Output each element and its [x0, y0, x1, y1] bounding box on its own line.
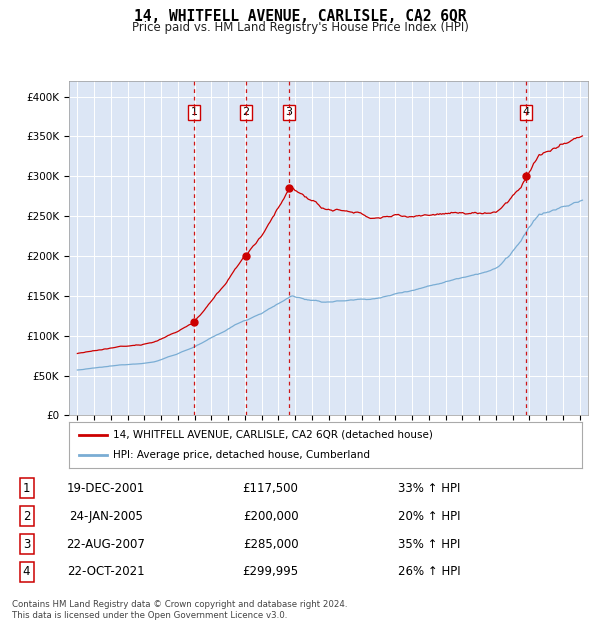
Text: £200,000: £200,000	[243, 510, 298, 523]
Text: 35% ↑ HPI: 35% ↑ HPI	[398, 538, 461, 551]
Text: 22-OCT-2021: 22-OCT-2021	[67, 565, 145, 578]
Text: 4: 4	[523, 107, 530, 117]
Text: 19-DEC-2001: 19-DEC-2001	[67, 482, 145, 495]
Text: This data is licensed under the Open Government Licence v3.0.: This data is licensed under the Open Gov…	[12, 611, 287, 620]
Text: 26% ↑ HPI: 26% ↑ HPI	[398, 565, 461, 578]
Text: 1: 1	[190, 107, 197, 117]
Text: 2: 2	[242, 107, 250, 117]
Text: 22-AUG-2007: 22-AUG-2007	[67, 538, 145, 551]
Text: 3: 3	[286, 107, 292, 117]
Text: 3: 3	[23, 538, 30, 551]
Text: Price paid vs. HM Land Registry's House Price Index (HPI): Price paid vs. HM Land Registry's House …	[131, 21, 469, 34]
Text: 33% ↑ HPI: 33% ↑ HPI	[398, 482, 461, 495]
Text: £299,995: £299,995	[242, 565, 299, 578]
Text: 4: 4	[23, 565, 31, 578]
Text: Contains HM Land Registry data © Crown copyright and database right 2024.: Contains HM Land Registry data © Crown c…	[12, 600, 347, 609]
Text: 24-JAN-2005: 24-JAN-2005	[69, 510, 143, 523]
Text: £285,000: £285,000	[243, 538, 298, 551]
Text: 20% ↑ HPI: 20% ↑ HPI	[398, 510, 461, 523]
Text: 14, WHITFELL AVENUE, CARLISLE, CA2 6QR: 14, WHITFELL AVENUE, CARLISLE, CA2 6QR	[134, 9, 466, 24]
Text: 2: 2	[23, 510, 31, 523]
Text: £117,500: £117,500	[242, 482, 299, 495]
Text: HPI: Average price, detached house, Cumberland: HPI: Average price, detached house, Cumb…	[113, 450, 370, 460]
Text: 14, WHITFELL AVENUE, CARLISLE, CA2 6QR (detached house): 14, WHITFELL AVENUE, CARLISLE, CA2 6QR (…	[113, 430, 433, 440]
Text: 1: 1	[23, 482, 31, 495]
